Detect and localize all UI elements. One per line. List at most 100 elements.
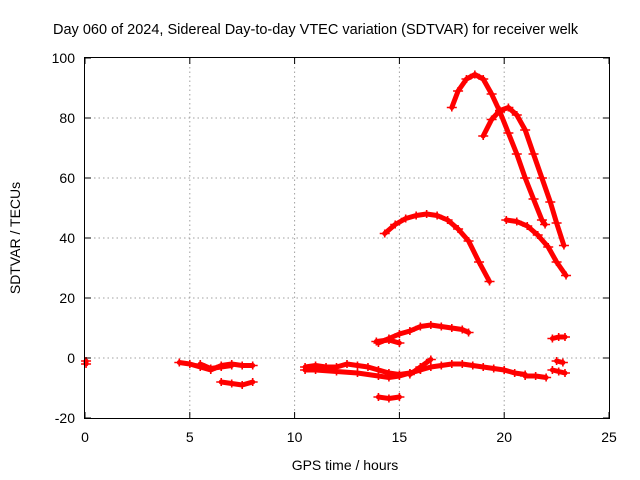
data-point	[432, 211, 443, 220]
data-point	[551, 357, 562, 365]
data-point	[503, 129, 514, 137]
data-point	[541, 373, 552, 382]
data-point	[478, 132, 489, 140]
data-point	[237, 381, 248, 389]
data-point	[195, 360, 206, 368]
data-point	[499, 366, 510, 374]
x-tick-label: 10	[287, 429, 303, 445]
data-point	[394, 339, 405, 347]
y-tick-label: 60	[59, 170, 75, 186]
data-point	[425, 363, 436, 371]
data-point	[415, 322, 426, 331]
data-point	[509, 369, 520, 377]
data-point	[446, 324, 457, 332]
data-point	[486, 90, 497, 98]
data-point	[331, 367, 342, 376]
data-point	[226, 379, 237, 388]
series-arc-g	[404, 355, 436, 379]
data-point	[558, 241, 569, 250]
data-point	[520, 372, 531, 380]
data-point	[457, 325, 468, 334]
series-line	[382, 211, 492, 284]
data-point	[184, 360, 195, 368]
data-point	[425, 321, 436, 329]
data-point	[404, 370, 415, 379]
x-tick-label: 15	[392, 429, 408, 445]
data-point	[226, 361, 237, 370]
data-point	[536, 216, 547, 224]
data-point	[543, 243, 554, 251]
data-point	[545, 198, 556, 206]
data-point	[415, 363, 426, 371]
data-point	[81, 360, 92, 368]
data-point	[174, 358, 185, 367]
data-point	[528, 150, 539, 158]
data-point	[247, 361, 258, 370]
data-point	[559, 369, 570, 377]
data-point	[394, 393, 405, 401]
data-point	[373, 393, 384, 401]
data-point	[446, 360, 457, 368]
series-layer	[81, 70, 572, 403]
data-point	[532, 231, 543, 239]
series-arc-n	[547, 366, 570, 377]
data-point	[400, 214, 411, 223]
data-point	[520, 174, 531, 182]
data-point	[478, 75, 489, 83]
y-tick-label: 40	[59, 230, 75, 246]
series-arc-k	[520, 372, 552, 382]
tick-layer	[84, 57, 610, 419]
series-line	[197, 361, 235, 371]
chart-title: Day 060 of 2024, Sidereal Day-to-day VTE…	[53, 22, 579, 38]
series-arc-r	[501, 216, 572, 280]
data-point	[530, 372, 541, 380]
data-point	[511, 111, 522, 119]
data-point	[373, 372, 384, 380]
data-point	[383, 373, 394, 382]
x-tick-label: 5	[186, 429, 194, 445]
y-tick-label: 20	[59, 290, 75, 306]
data-point	[503, 103, 514, 112]
data-point	[442, 216, 453, 224]
data-point	[352, 369, 363, 377]
data-point	[501, 216, 512, 224]
data-point	[411, 211, 422, 220]
series-arc-d	[216, 378, 258, 389]
data-point	[237, 361, 248, 370]
series-line	[218, 379, 256, 388]
y-axis-title: SDTVAR / TECUs	[7, 182, 23, 294]
label-layer: 0 5 10 15 20 25 -20 0 20 40 60 80 100	[52, 50, 617, 445]
series-arc-m	[551, 357, 568, 367]
data-point	[383, 394, 394, 403]
data-point	[495, 106, 506, 115]
data-point	[557, 358, 568, 367]
data-point	[547, 366, 558, 374]
data-point	[553, 367, 564, 376]
data-point	[310, 366, 321, 374]
data-point	[551, 258, 562, 266]
data-point	[511, 217, 522, 226]
series-arc-h	[373, 393, 405, 403]
x-axis-title: GPS time / hours	[292, 457, 399, 473]
y-tick-label: -20	[55, 410, 75, 426]
x-tick-label: 0	[81, 429, 89, 445]
data-point	[383, 334, 394, 343]
data-point	[453, 225, 464, 233]
y-tick-label: 100	[52, 50, 76, 66]
data-point	[520, 126, 531, 134]
data-point	[461, 75, 472, 83]
data-point	[425, 355, 436, 364]
series-arc-j	[373, 321, 474, 347]
series-arc-a	[81, 357, 92, 368]
series-arc-c	[195, 360, 237, 373]
data-point	[486, 115, 497, 124]
data-point	[421, 210, 432, 218]
data-point	[511, 150, 522, 158]
data-point	[379, 229, 390, 238]
data-point	[528, 195, 539, 203]
data-point	[446, 103, 457, 112]
series-arc-q	[478, 103, 569, 250]
x-tick-label: 25	[601, 429, 617, 445]
series-line	[375, 322, 472, 346]
